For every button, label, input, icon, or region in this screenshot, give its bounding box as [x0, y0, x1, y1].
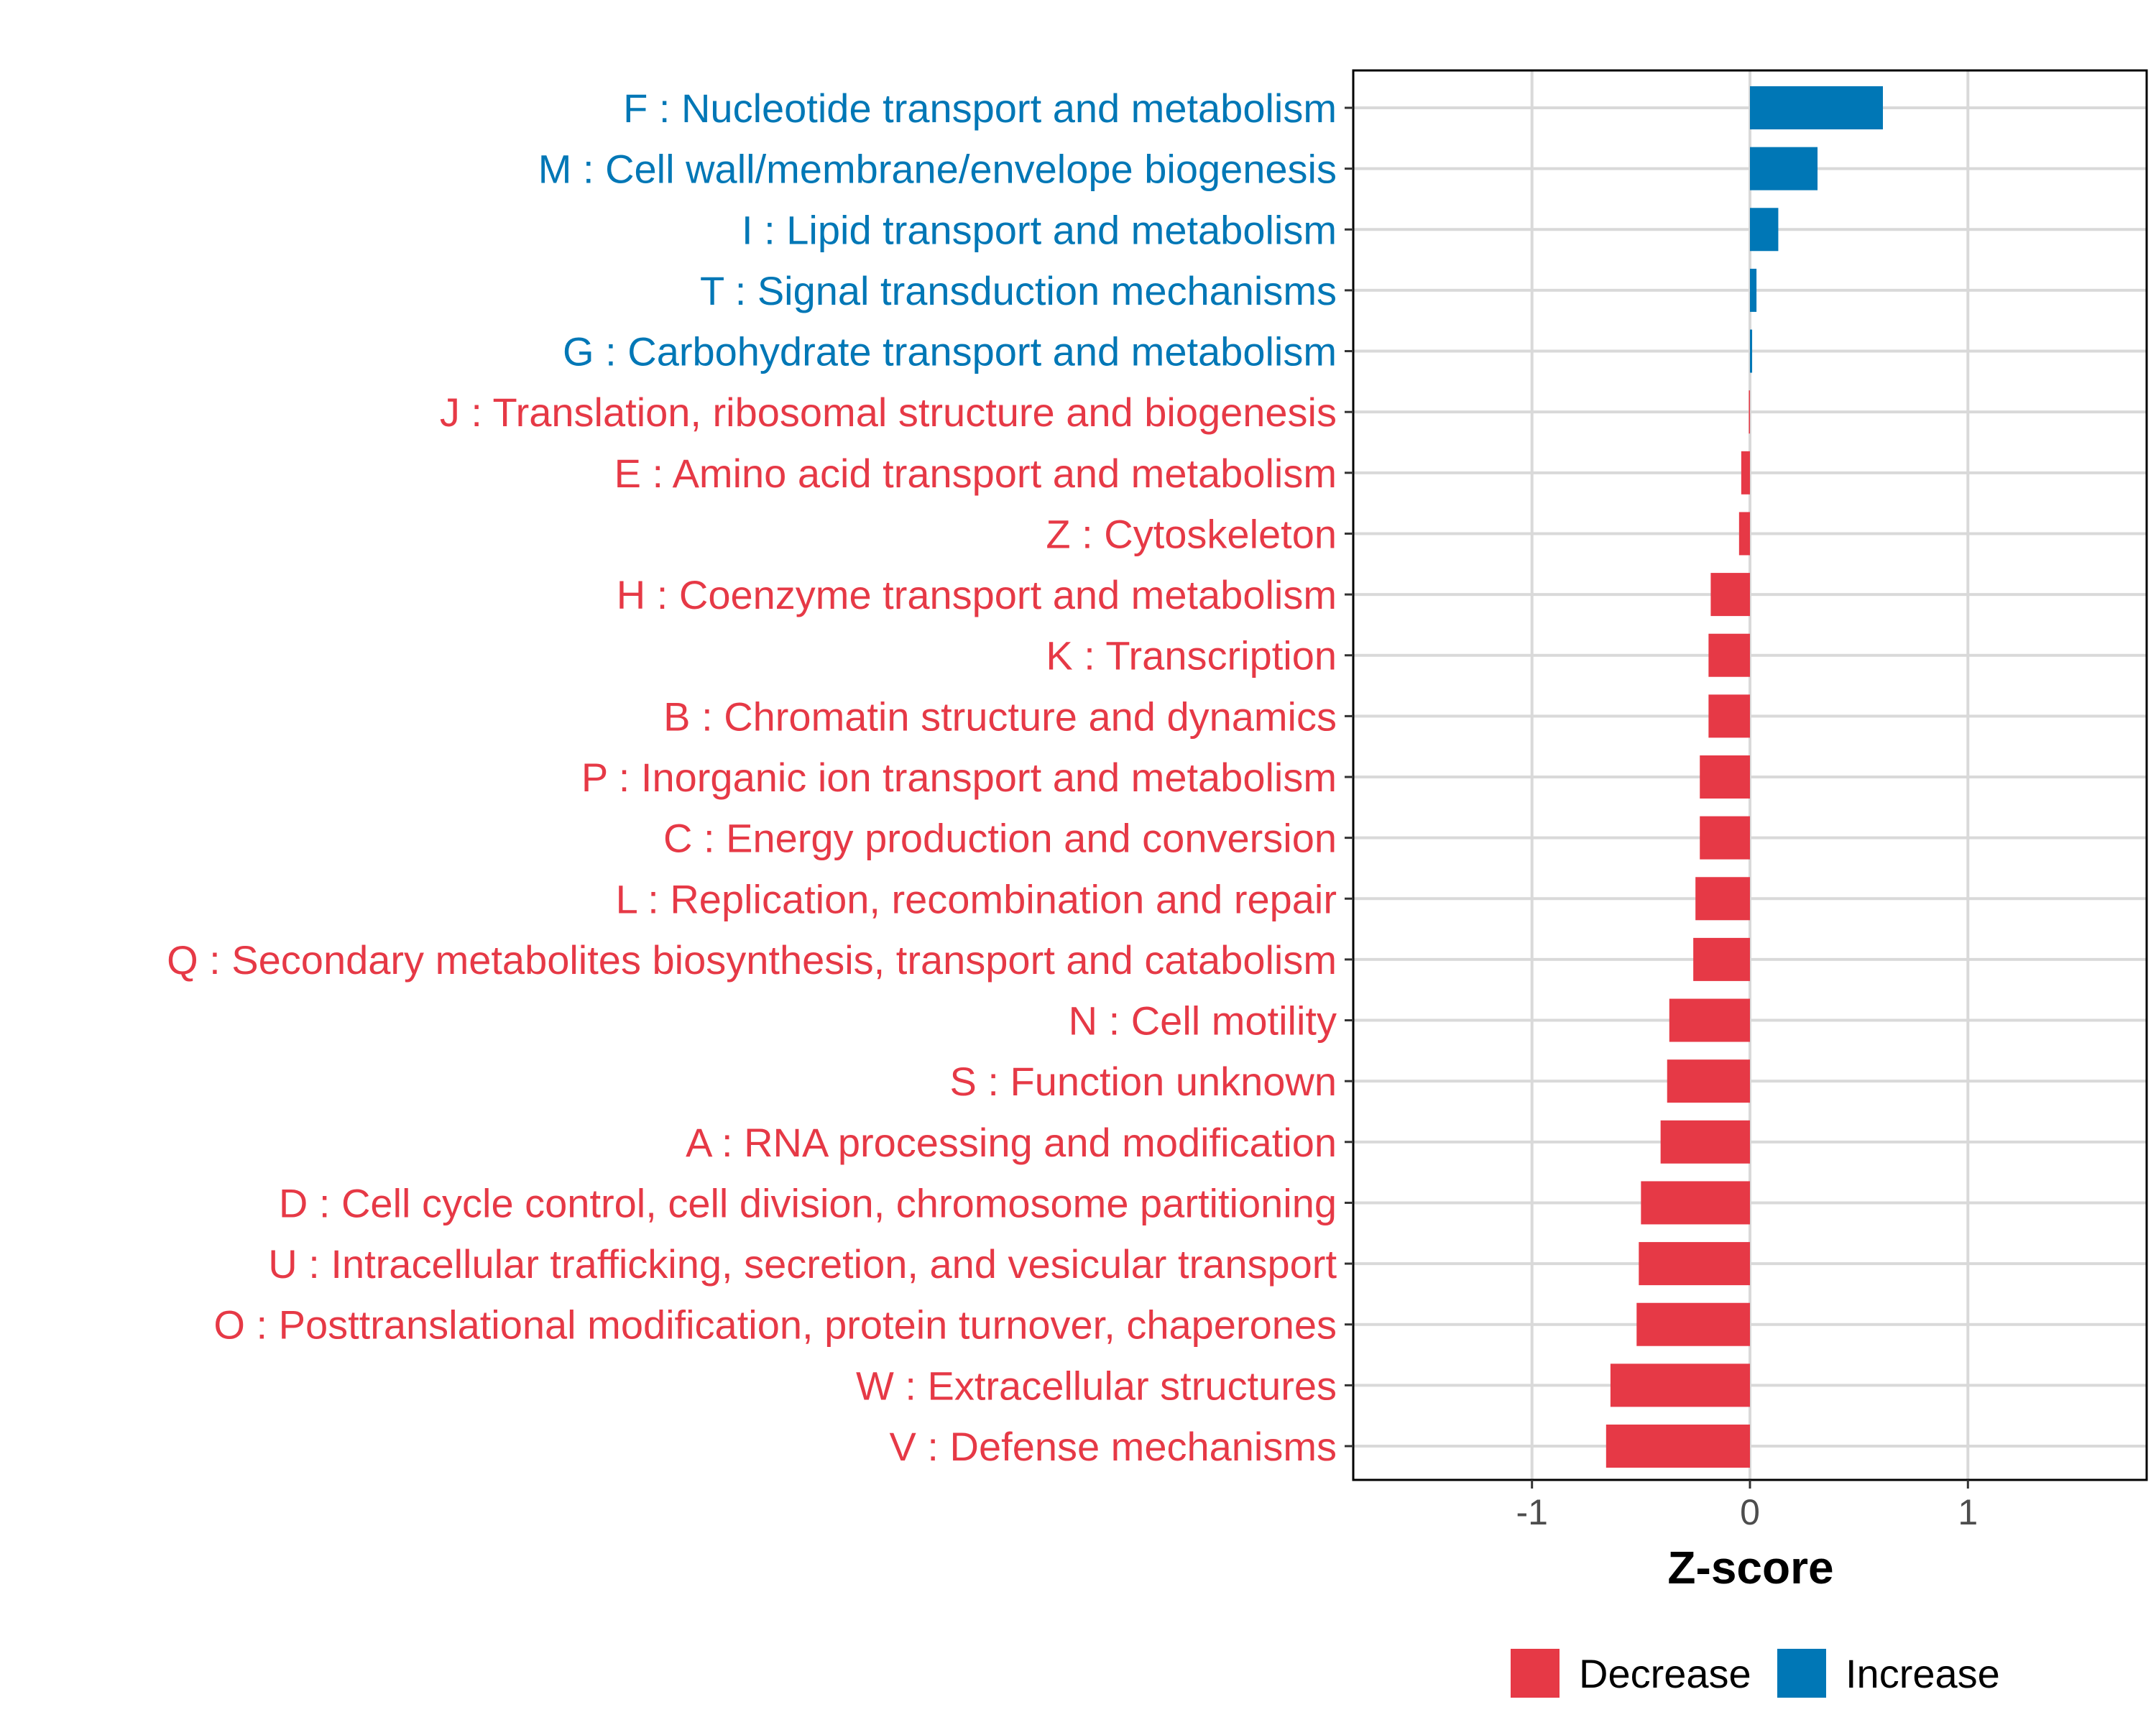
legend-swatch [1777, 1649, 1826, 1698]
bar [1610, 1363, 1750, 1407]
bar [1750, 86, 1884, 129]
category-label: O : Posttranslational modification, prot… [213, 1302, 1337, 1348]
legend: Decrease Increase [1511, 1649, 2000, 1698]
category-label: E : Amino acid transport and metabolism [614, 451, 1337, 496]
bar [1700, 755, 1750, 799]
bar [1741, 451, 1750, 494]
category-label: P : Inorganic ion transport and metaboli… [581, 755, 1337, 800]
x-axis-title: Z-score [1667, 1542, 1833, 1593]
legend-label: Increase [1846, 1651, 2000, 1696]
category-label: J : Translation, ribosomal structure and… [440, 390, 1337, 435]
category-label: F : Nucleotide transport and metabolism [623, 86, 1337, 131]
category-labels: F : Nucleotide transport and metabolism M… [167, 86, 1353, 1469]
category-label: N : Cell motility [1069, 998, 1337, 1044]
category-label: H : Coenzyme transport and metabolism [617, 572, 1337, 617]
x-tick-label: 1 [1958, 1492, 1978, 1532]
category-label: K : Transcription [1046, 633, 1337, 678]
bar [1749, 390, 1750, 434]
bar [1738, 512, 1750, 556]
bar [1639, 1242, 1750, 1286]
legend-swatch [1511, 1649, 1560, 1698]
bar [1606, 1425, 1750, 1468]
category-label: Z : Cytoskeleton [1046, 511, 1337, 556]
bar [1750, 147, 1818, 190]
bar [1750, 329, 1753, 373]
category-label: A : RNA processing and modification [686, 1120, 1337, 1165]
bar [1660, 1120, 1750, 1164]
bar [1641, 1181, 1750, 1225]
bar [1750, 268, 1757, 312]
category-label: D : Cell cycle control, cell division, c… [279, 1180, 1337, 1225]
category-label: L : Replication, recombination and repai… [616, 876, 1337, 921]
x-tick-label: -1 [1516, 1492, 1547, 1532]
category-label: I : Lipid transport and metabolism [742, 207, 1337, 252]
category-label: S : Function unknown [949, 1059, 1337, 1104]
category-label: G : Carbohydrate transport and metabolis… [563, 329, 1337, 374]
category-label: T : Signal transduction mechanisms [700, 268, 1337, 313]
bar [1710, 573, 1750, 617]
bar [1636, 1302, 1750, 1346]
x-tick-label: 0 [1740, 1492, 1760, 1532]
category-label: V : Defense mechanisms [890, 1424, 1337, 1469]
category-label: C : Energy production and conversion [663, 816, 1337, 861]
bar [1695, 877, 1750, 921]
bar [1708, 694, 1750, 738]
category-label: W : Extracellular structures [856, 1363, 1337, 1408]
bar [1700, 816, 1750, 860]
bar-layer [1606, 86, 1884, 1468]
x-axis-ticks: -1 0 1 [1516, 1480, 1978, 1532]
bar [1693, 937, 1750, 981]
category-label: B : Chromatin structure and dynamics [663, 694, 1337, 739]
bar [1750, 208, 1779, 252]
bar [1708, 633, 1750, 677]
category-label: U : Intracellular trafficking, secretion… [268, 1241, 1337, 1287]
legend-label: Decrease [1579, 1651, 1751, 1696]
category-label: M : Cell wall/membrane/envelope biogenes… [538, 147, 1337, 192]
bar [1667, 1059, 1750, 1103]
bar [1669, 998, 1750, 1042]
category-label: Q : Secondary metabolites biosynthesis, … [167, 937, 1337, 983]
